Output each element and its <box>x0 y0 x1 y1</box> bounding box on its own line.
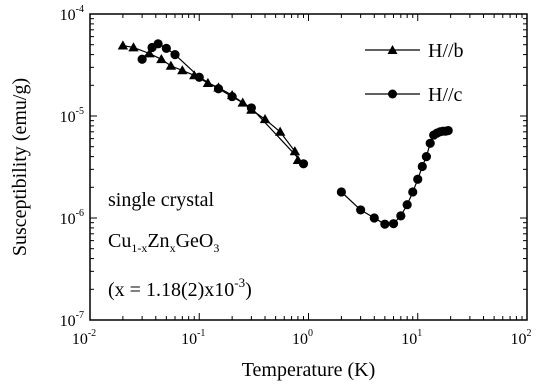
y-tick-label: 10-6 <box>60 208 84 228</box>
y-tick-label: 10-5 <box>60 106 84 126</box>
point-hb <box>289 146 301 156</box>
point-hc <box>213 84 224 94</box>
point-hc <box>421 151 432 162</box>
point-hb <box>128 42 139 52</box>
series-line-hc <box>141 43 304 165</box>
point-hb <box>156 54 167 64</box>
point-hc <box>356 205 366 215</box>
point-hb <box>177 65 188 75</box>
point-hc <box>246 103 256 113</box>
x-tick-label: 100 <box>292 328 313 348</box>
legend: H//b H//c <box>365 40 464 106</box>
point-hc <box>170 49 180 60</box>
point-hc <box>161 43 171 53</box>
x-tick-label: 10-2 <box>72 328 96 348</box>
axis-ticks <box>89 13 528 321</box>
series-marks <box>117 39 453 229</box>
point-hb <box>259 114 271 124</box>
x-tick-label: 10-1 <box>181 328 205 348</box>
y-tick-label: 10-4 <box>60 4 84 24</box>
point-hc <box>153 39 163 49</box>
point-hc <box>443 125 453 136</box>
y-tick-labels: 10-7 10-6 10-5 10-4 <box>60 4 84 330</box>
annotation-doping: (x = 1.18(2)x10-3) <box>108 275 252 301</box>
annotation-sample: single crystal <box>108 189 215 211</box>
point-hc <box>380 219 390 229</box>
point-hb <box>117 40 129 50</box>
x-tick-labels: 10-2 10-1 100 101 102 <box>72 328 532 348</box>
point-hc <box>402 200 412 210</box>
point-hb <box>165 60 177 70</box>
point-hb <box>237 97 248 107</box>
point-hb <box>274 126 286 136</box>
point-hc <box>388 219 399 229</box>
point-hc <box>425 138 435 148</box>
x-axis-title: Temperature (K) <box>242 359 376 381</box>
y-axis-title: Susceptibility (emu/g) <box>9 78 31 256</box>
point-hc <box>137 54 147 64</box>
legend-triangle-marker <box>387 45 398 54</box>
legend-label-hc: H//c <box>428 84 463 106</box>
point-hc <box>298 159 309 169</box>
point-hc <box>408 187 418 197</box>
x-tick-label: 101 <box>401 328 422 348</box>
point-hc <box>413 174 423 184</box>
series-line-hb <box>122 45 299 161</box>
point-hc <box>227 91 237 102</box>
point-hc <box>336 187 346 197</box>
point-hc <box>396 211 406 221</box>
y-tick-label: 10-7 <box>60 310 84 330</box>
x-tick-label: 102 <box>511 328 532 348</box>
point-hb <box>202 77 214 88</box>
point-hc <box>369 213 379 223</box>
point-hc <box>417 161 427 172</box>
legend-circle-marker <box>388 89 397 99</box>
legend-label-hb: H//b <box>428 40 464 62</box>
annotation-formula: Cu1-xZnxGeO3 <box>108 230 219 255</box>
point-hc <box>194 72 204 82</box>
point-hb <box>144 48 155 58</box>
